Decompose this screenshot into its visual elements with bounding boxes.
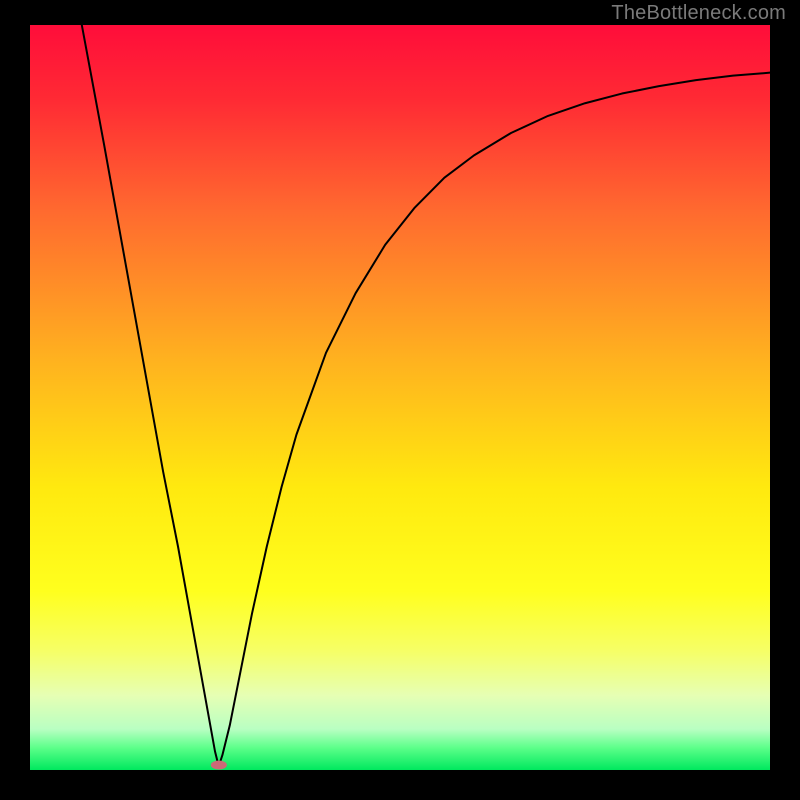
watermark-text: TheBottleneck.com <box>611 2 786 25</box>
chart-frame: TheBottleneck.com <box>0 0 800 800</box>
bottleneck-curve <box>30 25 770 770</box>
minimum-marker <box>211 760 227 769</box>
plot-area <box>30 25 770 770</box>
